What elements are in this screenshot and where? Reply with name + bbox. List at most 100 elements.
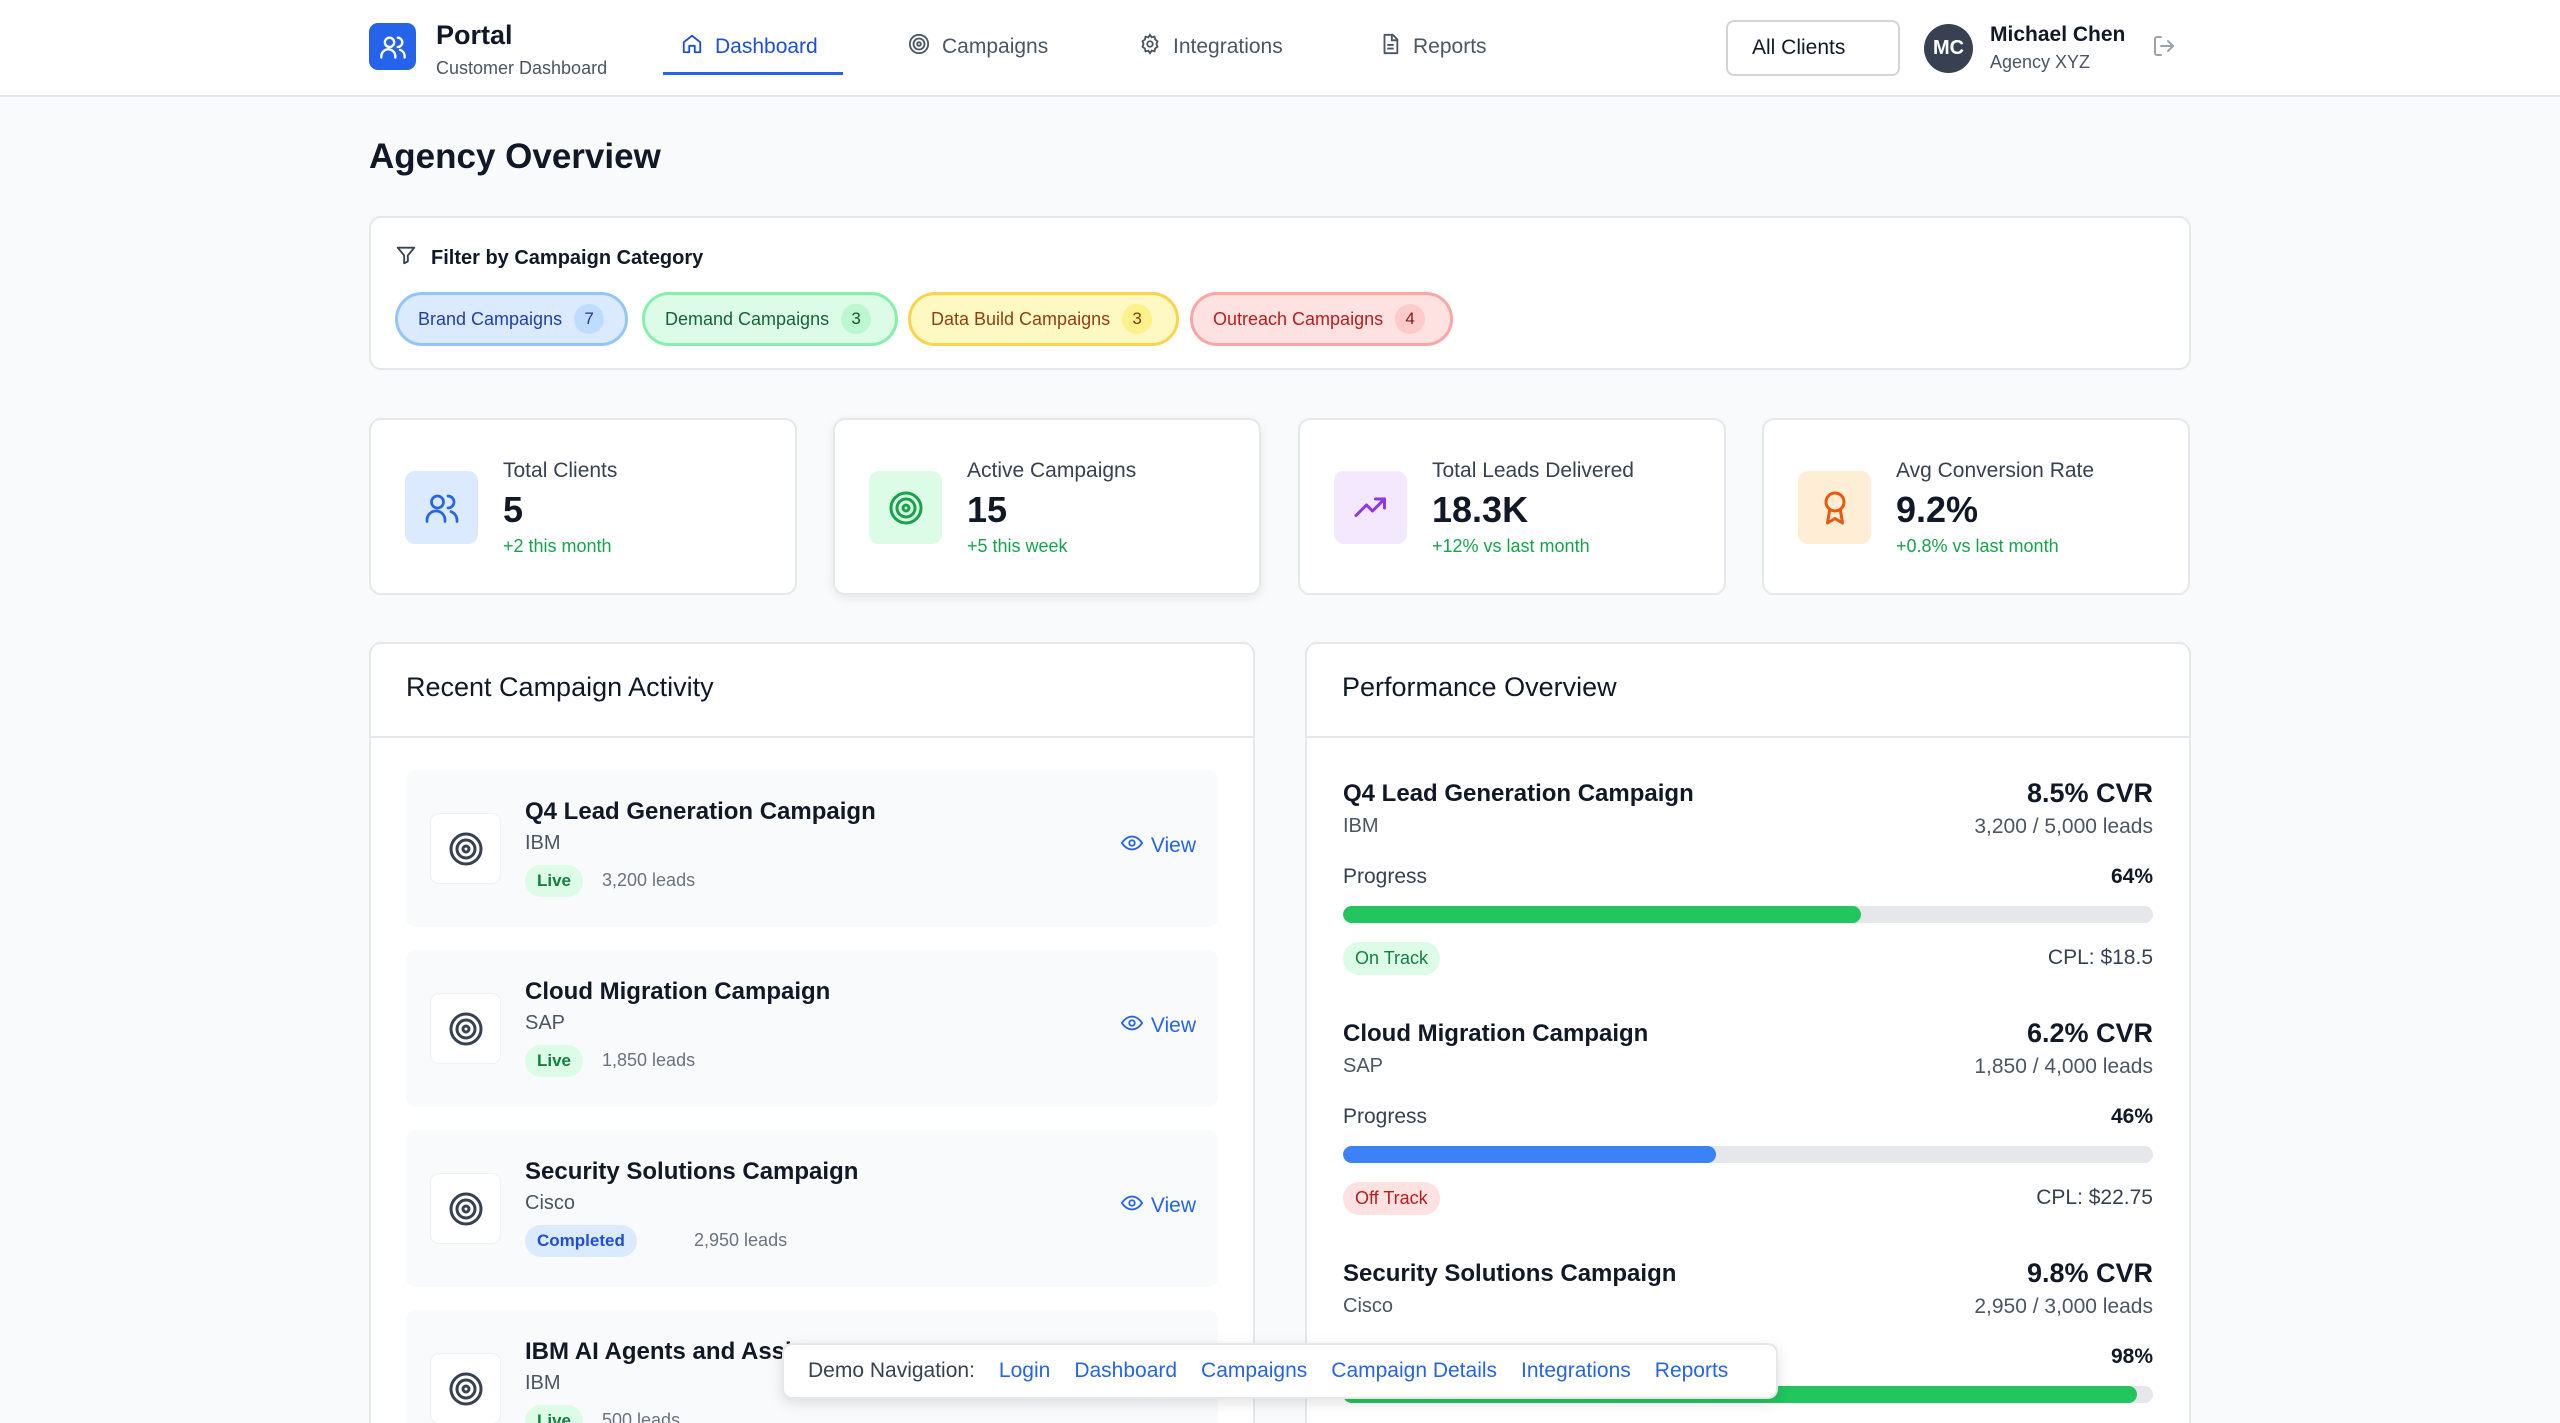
user-name: Michael Chen bbox=[1990, 23, 2126, 46]
filter-icon bbox=[395, 244, 417, 272]
stat-label: Total Leads Delivered bbox=[1432, 459, 1634, 482]
chip-count: 3 bbox=[841, 304, 872, 334]
award-icon bbox=[1798, 471, 1871, 544]
brand-subtitle: Customer Dashboard bbox=[436, 58, 608, 78]
progress-bar-fill bbox=[1343, 1146, 1716, 1163]
nav-dashboard[interactable]: Dashboard bbox=[681, 30, 818, 64]
filter-heading-label: Filter by Campaign Category bbox=[431, 246, 704, 269]
demo-link-login[interactable]: Login bbox=[998, 1359, 1051, 1382]
chip-count: 4 bbox=[1395, 304, 1426, 334]
demo-link-campaigns[interactable]: Campaigns bbox=[1201, 1359, 1308, 1382]
progress-value: 46% bbox=[2110, 1105, 2153, 1128]
top-navigation-bar: Portal Customer Dashboard Dashboard Camp… bbox=[0, 0, 2560, 97]
logout-icon[interactable] bbox=[2152, 34, 2176, 63]
view-label: View bbox=[1150, 1194, 1196, 1217]
demo-link-reports[interactable]: Reports bbox=[1654, 1359, 1729, 1382]
campaign-client: Cisco bbox=[525, 1192, 576, 1214]
chip-data-build-campaigns[interactable]: Data Build Campaigns 3 bbox=[908, 292, 1179, 346]
progress-bar-fill bbox=[1343, 906, 1862, 923]
status-badge: Completed bbox=[525, 1225, 637, 1257]
status-badge: Off Track bbox=[1343, 1182, 1440, 1215]
performance-item: Q4 Lead Generation Campaign IBM 8.5% CVR… bbox=[1343, 778, 2153, 990]
nav-campaigns-label: Campaigns bbox=[942, 35, 1049, 58]
campaign-client: IBM bbox=[1343, 815, 1379, 837]
list-item[interactable]: Security Solutions Campaign Cisco Comple… bbox=[406, 1130, 1218, 1287]
campaign-name: IBM AI Agents and Assi bbox=[525, 1338, 792, 1365]
status-badge: Live bbox=[525, 1405, 584, 1423]
view-button[interactable]: View bbox=[1120, 1192, 1196, 1220]
leads-progress-text: 2,950 / 3,000 leads bbox=[1974, 1295, 2153, 1318]
leads-progress-text: 3,200 / 5,000 leads bbox=[1974, 815, 2153, 838]
stat-label: Avg Conversion Rate bbox=[1896, 459, 2095, 482]
stat-card-active-campaigns: Active Campaigns 15 +5 this week bbox=[833, 418, 1261, 595]
progress-bar bbox=[1343, 906, 2153, 923]
status-badge: Live bbox=[525, 1045, 584, 1077]
campaign-leads: 3,200 leads bbox=[602, 870, 696, 890]
chip-label: Data Build Campaigns bbox=[931, 308, 1111, 329]
panel-header: Performance Overview bbox=[1307, 644, 2189, 738]
stat-value: 5 bbox=[503, 489, 524, 530]
conversion-rate: 9.8% CVR bbox=[2026, 1258, 2153, 1288]
demo-navigation-bar: Demo Navigation: Login Dashboard Campaig… bbox=[782, 1343, 1778, 1399]
chip-count: 3 bbox=[1122, 304, 1153, 334]
target-icon bbox=[430, 1173, 501, 1244]
stat-card-total-leads: Total Leads Delivered 18.3K +12% vs last… bbox=[1298, 418, 1726, 595]
nav-campaigns[interactable]: Campaigns bbox=[908, 30, 1048, 64]
campaign-client: IBM bbox=[525, 1372, 561, 1394]
gear-icon bbox=[1139, 33, 1161, 61]
status-badge: On Track bbox=[1343, 942, 1441, 975]
chip-count: 7 bbox=[574, 304, 605, 334]
stat-label: Total Clients bbox=[503, 459, 618, 482]
target-icon bbox=[908, 33, 930, 61]
brand-users-icon bbox=[369, 23, 416, 70]
nav-integrations-label: Integrations bbox=[1173, 35, 1283, 58]
progress-bar bbox=[1343, 1146, 2153, 1163]
view-button[interactable]: View bbox=[1120, 832, 1196, 860]
demo-link-dashboard[interactable]: Dashboard bbox=[1074, 1359, 1178, 1382]
view-button[interactable]: View bbox=[1120, 1012, 1196, 1040]
progress-value: 64% bbox=[2110, 865, 2153, 888]
filter-heading: Filter by Campaign Category bbox=[395, 244, 703, 272]
conversion-rate: 6.2% CVR bbox=[2026, 1018, 2153, 1048]
stat-value: 18.3K bbox=[1432, 489, 1529, 530]
campaign-leads: 1,850 leads bbox=[602, 1050, 696, 1070]
recent-activity-panel: Recent Campaign Activity Q4 Lead Generat… bbox=[369, 642, 1255, 1423]
demo-link-campaign-details[interactable]: Campaign Details bbox=[1331, 1359, 1498, 1382]
campaign-name: Q4 Lead Generation Campaign bbox=[525, 798, 876, 825]
list-item[interactable]: Cloud Migration Campaign SAP Live 1,850 … bbox=[406, 950, 1218, 1107]
chip-label: Outreach Campaigns bbox=[1213, 308, 1384, 329]
campaign-client: SAP bbox=[525, 1012, 566, 1034]
panel-header: Recent Campaign Activity bbox=[371, 644, 1253, 738]
demo-nav-label: Demo Navigation: bbox=[808, 1359, 975, 1382]
demo-link-integrations[interactable]: Integrations bbox=[1521, 1359, 1631, 1382]
view-label: View bbox=[1150, 1014, 1196, 1037]
stat-delta: +2 this month bbox=[503, 536, 612, 556]
list-item[interactable]: Q4 Lead Generation Campaign IBM Live 3,2… bbox=[406, 770, 1218, 927]
chip-demand-campaigns[interactable]: Demand Campaigns 3 bbox=[642, 292, 898, 346]
stat-label: Active Campaigns bbox=[967, 459, 1137, 482]
stat-value: 9.2% bbox=[1896, 489, 1979, 530]
progress-label: Progress bbox=[1343, 1105, 1428, 1128]
target-icon bbox=[430, 813, 501, 884]
nav-integrations[interactable]: Integrations bbox=[1139, 30, 1283, 64]
eye-icon bbox=[1120, 1012, 1143, 1040]
cost-per-lead: CPL: $22.75 bbox=[2036, 1186, 2153, 1209]
brand-title: Portal bbox=[436, 20, 513, 50]
campaign-client: SAP bbox=[1343, 1055, 1384, 1077]
chip-label: Demand Campaigns bbox=[665, 308, 830, 329]
campaign-leads: 500 leads bbox=[602, 1410, 681, 1423]
chip-brand-campaigns[interactable]: Brand Campaigns 7 bbox=[395, 292, 628, 346]
view-label: View bbox=[1150, 834, 1196, 857]
campaign-name: Q4 Lead Generation Campaign bbox=[1343, 780, 1694, 807]
chip-label: Brand Campaigns bbox=[418, 308, 563, 329]
client-filter-select[interactable]: All Clients bbox=[1726, 20, 1900, 76]
nav-reports-label: Reports bbox=[1413, 35, 1487, 58]
chip-outreach-campaigns[interactable]: Outreach Campaigns 4 bbox=[1190, 292, 1453, 346]
nav-reports[interactable]: Reports bbox=[1379, 30, 1487, 64]
campaign-name: Cloud Migration Campaign bbox=[525, 978, 831, 1005]
stat-delta: +12% vs last month bbox=[1432, 536, 1590, 556]
avatar[interactable]: MC bbox=[1924, 24, 1973, 73]
document-icon bbox=[1379, 33, 1401, 61]
panel-title: Recent Campaign Activity bbox=[406, 672, 714, 702]
target-icon bbox=[869, 471, 942, 544]
